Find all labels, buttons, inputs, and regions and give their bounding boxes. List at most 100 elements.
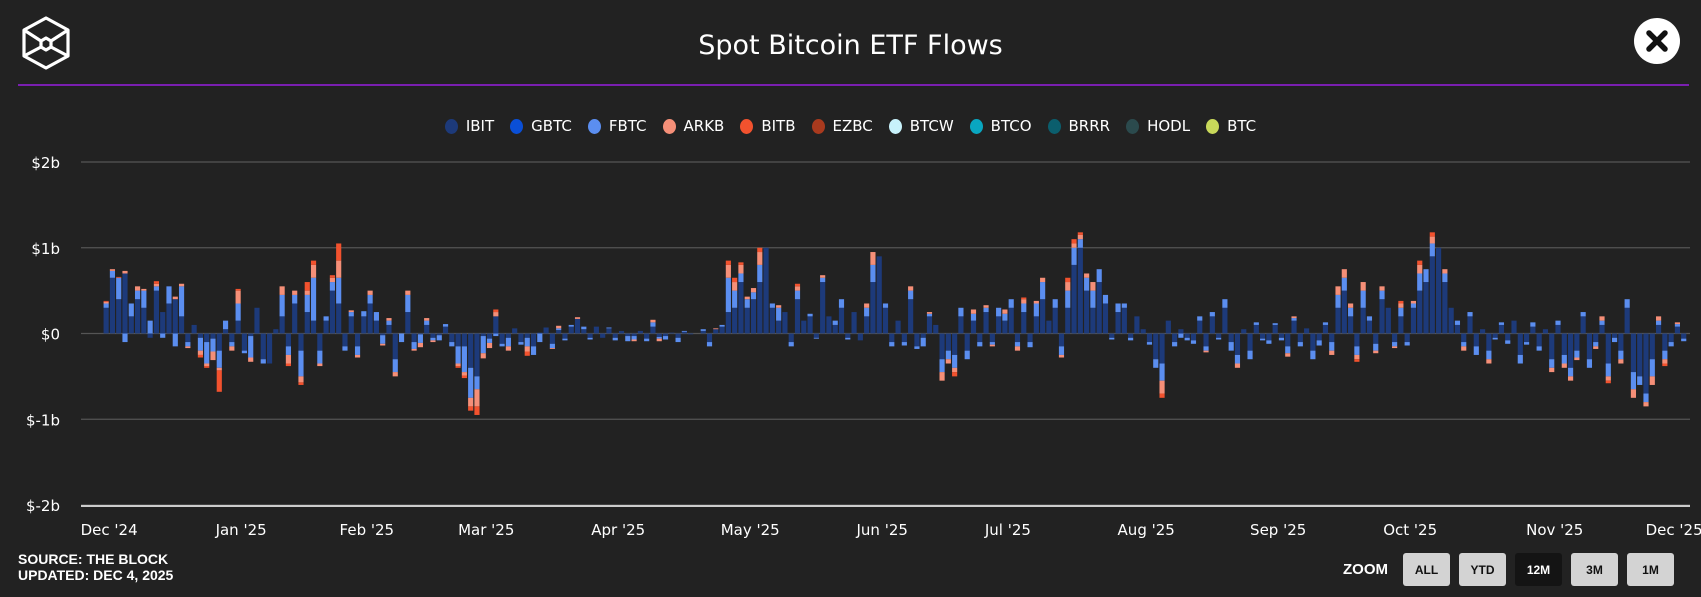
bar-segment-fbtc[interactable] xyxy=(1159,363,1165,381)
bar-segment-ibit[interactable] xyxy=(732,307,738,334)
bar-segment-fbtc[interactable] xyxy=(367,294,373,304)
bar-segment-ibit[interactable] xyxy=(480,333,486,337)
bar-segment-arkb[interactable] xyxy=(908,286,914,291)
bar-segment-ibit[interactable] xyxy=(1115,312,1121,334)
bar-segment-fbtc[interactable] xyxy=(1329,342,1335,351)
bar-segment-arkb[interactable] xyxy=(411,348,417,351)
bar-segment-arkb[interactable] xyxy=(317,363,323,367)
bar-segment-bitb[interactable] xyxy=(298,382,304,385)
bar-segment-arkb[interactable] xyxy=(172,296,178,300)
bar-segment-fbtc[interactable] xyxy=(1360,290,1366,308)
bar-segment-ibit[interactable] xyxy=(273,329,279,334)
bar-segment-ibit[interactable] xyxy=(618,330,625,334)
bar-segment-arkb[interactable] xyxy=(1058,354,1065,358)
bar-segment-fbtc[interactable] xyxy=(537,333,543,343)
bar-segment-ibit[interactable] xyxy=(1197,320,1203,334)
bar-segment-arkb[interactable] xyxy=(926,312,933,314)
bar-segment-ibit[interactable] xyxy=(977,333,983,343)
bar-segment-fbtc[interactable] xyxy=(1008,299,1014,308)
bar-segment-arkb[interactable] xyxy=(336,260,342,278)
bar-segment-arkb[interactable] xyxy=(1618,359,1624,364)
bar-segment-arkb[interactable] xyxy=(229,346,235,351)
bar-segment-ibit[interactable] xyxy=(1524,333,1530,343)
bar-segment-ibit[interactable] xyxy=(826,316,832,334)
bar-segment-fbtc[interactable] xyxy=(952,354,958,368)
bar-segment-ibit[interactable] xyxy=(882,307,889,334)
bar-segment-fbtc[interactable] xyxy=(147,320,153,334)
bar-segment-ibit[interactable] xyxy=(1260,333,1266,339)
bar-segment-ibit[interactable] xyxy=(1128,333,1134,338)
bar-segment-fbtc[interactable] xyxy=(1153,359,1159,368)
bar-segment-fbtc[interactable] xyxy=(518,342,524,345)
bar-segment-fbtc[interactable] xyxy=(788,342,794,347)
bar-segment-arkb[interactable] xyxy=(556,325,562,329)
bar-segment-arkb[interactable] xyxy=(713,328,719,330)
bar-segment-fbtc[interactable] xyxy=(474,376,480,390)
bar-segment-bitb[interactable] xyxy=(204,366,210,368)
bar-segment-fbtc[interactable] xyxy=(977,342,983,347)
bar-segment-ibit[interactable] xyxy=(1473,333,1479,347)
bar-segment-ibit[interactable] xyxy=(1681,333,1687,339)
bar-segment-ibit[interactable] xyxy=(970,320,977,334)
zoom-12m-button[interactable]: 12M xyxy=(1515,553,1562,586)
bar-segment-ibit[interactable] xyxy=(1084,290,1090,334)
bar-segment-ibit[interactable] xyxy=(1316,333,1322,341)
bar-segment-arkb[interactable] xyxy=(304,290,310,295)
bar-segment-ibit[interactable] xyxy=(1461,333,1467,343)
bar-segment-bitb[interactable] xyxy=(725,260,731,265)
bar-segment-arkb[interactable] xyxy=(650,319,656,323)
bar-segment-ibit[interactable] xyxy=(1436,247,1442,334)
bar-segment-ibit[interactable] xyxy=(1278,333,1285,338)
bar-segment-fbtc[interactable] xyxy=(556,328,562,331)
bar-segment-fbtc[interactable] xyxy=(1021,303,1027,313)
bar-segment-fbtc[interactable] xyxy=(1316,340,1322,346)
bar-segment-ibit[interactable] xyxy=(172,299,178,334)
bar-segment-fbtc[interactable] xyxy=(1341,277,1347,291)
legend-item-brrr[interactable]: BRRR xyxy=(1047,117,1110,135)
bar-segment-ibit[interactable] xyxy=(185,333,191,343)
bar-segment-ibit[interactable] xyxy=(1492,333,1498,338)
bar-segment-arkb[interactable] xyxy=(952,367,958,373)
bar-segment-arkb[interactable] xyxy=(468,397,474,407)
bar-segment-fbtc[interactable] xyxy=(1002,313,1008,321)
bar-segment-ibit[interactable] xyxy=(329,290,335,334)
bar-segment-fbtc[interactable] xyxy=(160,333,166,338)
bar-segment-ibit[interactable] xyxy=(769,307,775,334)
bar-segment-ibit[interactable] xyxy=(1178,329,1184,334)
bar-segment-fbtc[interactable] xyxy=(248,336,254,358)
bar-segment-fbtc[interactable] xyxy=(480,336,486,354)
bar-segment-fbtc[interactable] xyxy=(1649,359,1655,377)
bar-segment-arkb[interactable] xyxy=(1329,350,1335,355)
bar-segment-bitb[interactable] xyxy=(1417,260,1423,265)
bar-segment-ibit[interactable] xyxy=(606,328,612,334)
bar-segment-fbtc[interactable] xyxy=(436,335,442,341)
bar-segment-ibit[interactable] xyxy=(455,333,461,347)
bar-segment-arkb[interactable] xyxy=(430,340,436,343)
bar-segment-fbtc[interactable] xyxy=(1115,303,1121,313)
bar-segment-ibit[interactable] xyxy=(1580,316,1586,334)
bar-segment-ibit[interactable] xyxy=(1297,333,1303,343)
bar-segment-ibit[interactable] xyxy=(631,333,637,337)
bar-segment-ibit[interactable] xyxy=(512,328,518,334)
bar-segment-fbtc[interactable] xyxy=(1222,299,1228,308)
bar-segment-fbtc[interactable] xyxy=(1423,269,1429,283)
bar-segment-fbtc[interactable] xyxy=(650,322,656,327)
bar-segment-fbtc[interactable] xyxy=(901,342,907,346)
bar-segment-fbtc[interactable] xyxy=(970,313,977,321)
bar-segment-fbtc[interactable] xyxy=(1228,342,1234,351)
bar-segment-fbtc[interactable] xyxy=(298,350,304,377)
bar-segment-fbtc[interactable] xyxy=(1109,337,1115,340)
bar-segment-arkb[interactable] xyxy=(505,346,511,351)
bar-segment-arkb[interactable] xyxy=(870,252,876,265)
bar-segment-fbtc[interactable] xyxy=(1536,346,1542,351)
bar-segment-arkb[interactable] xyxy=(210,351,216,361)
bar-segment-fbtc[interactable] xyxy=(1128,337,1134,341)
bar-segment-fbtc[interactable] xyxy=(832,320,838,325)
bar-segment-ibit[interactable] xyxy=(593,326,599,334)
bar-segment-ibit[interactable] xyxy=(989,333,995,343)
bar-segment-ibit[interactable] xyxy=(864,316,870,334)
legend-item-arkb[interactable]: ARKB xyxy=(662,117,724,135)
bar-segment-bitb[interactable] xyxy=(1354,359,1360,362)
bar-segment-ibit[interactable] xyxy=(838,307,845,334)
bar-segment-bitb[interactable] xyxy=(1065,277,1071,283)
